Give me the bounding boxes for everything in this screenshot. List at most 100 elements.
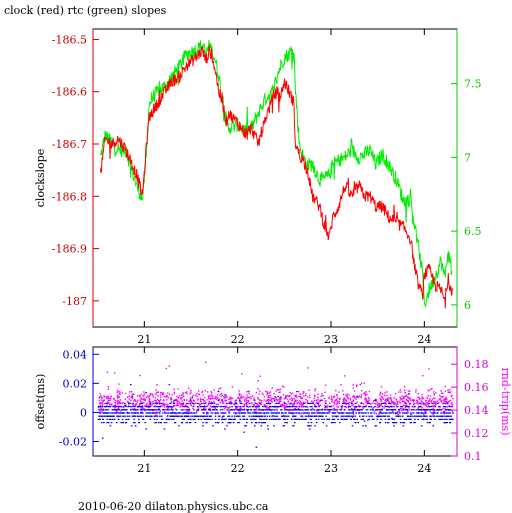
- point-rnd-trip: [317, 393, 319, 395]
- point-rnd-trip: [228, 407, 230, 409]
- point-offset: [235, 402, 238, 404]
- point-rnd-trip: [283, 401, 285, 403]
- point-offset: [407, 409, 409, 411]
- point-rnd-trip: [180, 402, 182, 405]
- point-rnd-trip: [220, 395, 222, 397]
- point-rnd-trip: [208, 398, 210, 400]
- point-offset: [395, 415, 397, 417]
- point-offset: [125, 418, 128, 420]
- point-rnd-trip: [417, 408, 419, 410]
- point-offset: [380, 412, 383, 414]
- point-rnd-trip: [133, 399, 136, 401]
- y-axis-label-top: clockslope: [34, 149, 47, 207]
- point-offset: [169, 415, 172, 417]
- point-rnd-trip: [412, 399, 415, 401]
- point-offset: [381, 412, 384, 414]
- point-rnd-trip: [393, 397, 395, 399]
- point-offset: [106, 415, 108, 417]
- point-offset: [450, 406, 452, 408]
- point-rnd-trip: [300, 402, 303, 404]
- point-rnd-trip: [399, 407, 402, 410]
- point-rnd-trip: [203, 404, 206, 407]
- point-rnd-trip: [301, 404, 303, 407]
- point-offset: [401, 406, 404, 408]
- point-rnd-trip: [349, 397, 352, 399]
- point-offset: [266, 415, 269, 417]
- point-offset: [201, 415, 203, 417]
- point-rnd-trip: [204, 390, 206, 392]
- point-offset: [168, 409, 171, 411]
- point-offset: [329, 409, 331, 411]
- point-offset: [288, 412, 290, 414]
- point-rnd-trip: [283, 414, 285, 416]
- point-offset: [449, 412, 452, 414]
- point-offset: [211, 418, 213, 420]
- point-rnd-trip: [314, 389, 316, 392]
- point-offset: [109, 406, 112, 408]
- point-rnd-trip: [144, 405, 146, 407]
- point-offset: [236, 415, 238, 417]
- point-offset: [326, 418, 328, 420]
- point-rnd-trip: [417, 401, 419, 403]
- point-rnd-trip: [126, 396, 129, 398]
- point-rnd-trip: [148, 398, 150, 400]
- point-offset: [288, 409, 291, 411]
- point-offset: [234, 406, 237, 408]
- point-offset: [228, 415, 231, 417]
- point-offset: [186, 406, 188, 408]
- point-rnd-trip: [360, 401, 362, 404]
- point-offset: [165, 412, 168, 414]
- point-rnd-trip: [143, 399, 146, 401]
- point-offset: [220, 412, 222, 414]
- point-rnd-trip: [103, 403, 105, 405]
- point-rnd-trip: [106, 404, 108, 406]
- point-rnd-trip: [252, 395, 254, 397]
- point-rnd-trip: [103, 395, 105, 397]
- point-rnd-trip: [328, 397, 330, 400]
- point-rnd-trip: [190, 389, 192, 392]
- point-offset: [112, 415, 114, 417]
- point-offset: [343, 412, 345, 414]
- point-rnd-trip: [294, 408, 297, 410]
- point-offset: [219, 409, 222, 411]
- point-rnd-trip: [166, 399, 168, 401]
- point-rnd-trip: [282, 403, 284, 405]
- point-rnd-trip: [197, 399, 199, 401]
- point-offset: [142, 418, 144, 420]
- point-rnd-trip: [160, 392, 162, 394]
- point-offset: [410, 422, 412, 424]
- point-offset: [452, 412, 454, 414]
- point-rnd-trip: [395, 398, 397, 400]
- point-offset: [400, 422, 402, 424]
- point-offset: [113, 409, 116, 411]
- point-rnd-trip: [162, 404, 165, 406]
- point-rnd-trip: [404, 406, 407, 409]
- point-rnd-trip: [444, 385, 446, 388]
- point-offset: [155, 402, 157, 404]
- point-offset: [231, 402, 233, 404]
- point-rnd-trip: [377, 403, 379, 405]
- point-rnd-trip: [352, 384, 354, 386]
- point-offset: [384, 422, 387, 424]
- point-rnd-trip: [146, 405, 148, 407]
- point-rnd-trip: [216, 394, 219, 396]
- point-rnd-trip: [333, 402, 335, 404]
- point-rnd-trip: [427, 395, 429, 397]
- point-offset: [307, 422, 310, 424]
- point-offset: [235, 399, 238, 401]
- point-rnd-trip: [228, 398, 230, 401]
- point-rnd-trip: [114, 407, 116, 409]
- point-rnd-trip: [98, 399, 100, 402]
- point-offset: [360, 402, 363, 404]
- point-rnd-trip: [198, 393, 200, 395]
- point-rnd-trip: [402, 400, 404, 402]
- point-rnd-trip: [340, 384, 342, 386]
- point-rnd-trip: [286, 398, 288, 400]
- point-rnd-trip: [181, 396, 184, 399]
- point-offset: [281, 415, 284, 417]
- point-offset: [136, 412, 139, 414]
- point-rnd-trip: [139, 374, 141, 377]
- point-offset: [156, 418, 158, 420]
- point-offset: [183, 418, 185, 420]
- point-offset: [391, 409, 394, 411]
